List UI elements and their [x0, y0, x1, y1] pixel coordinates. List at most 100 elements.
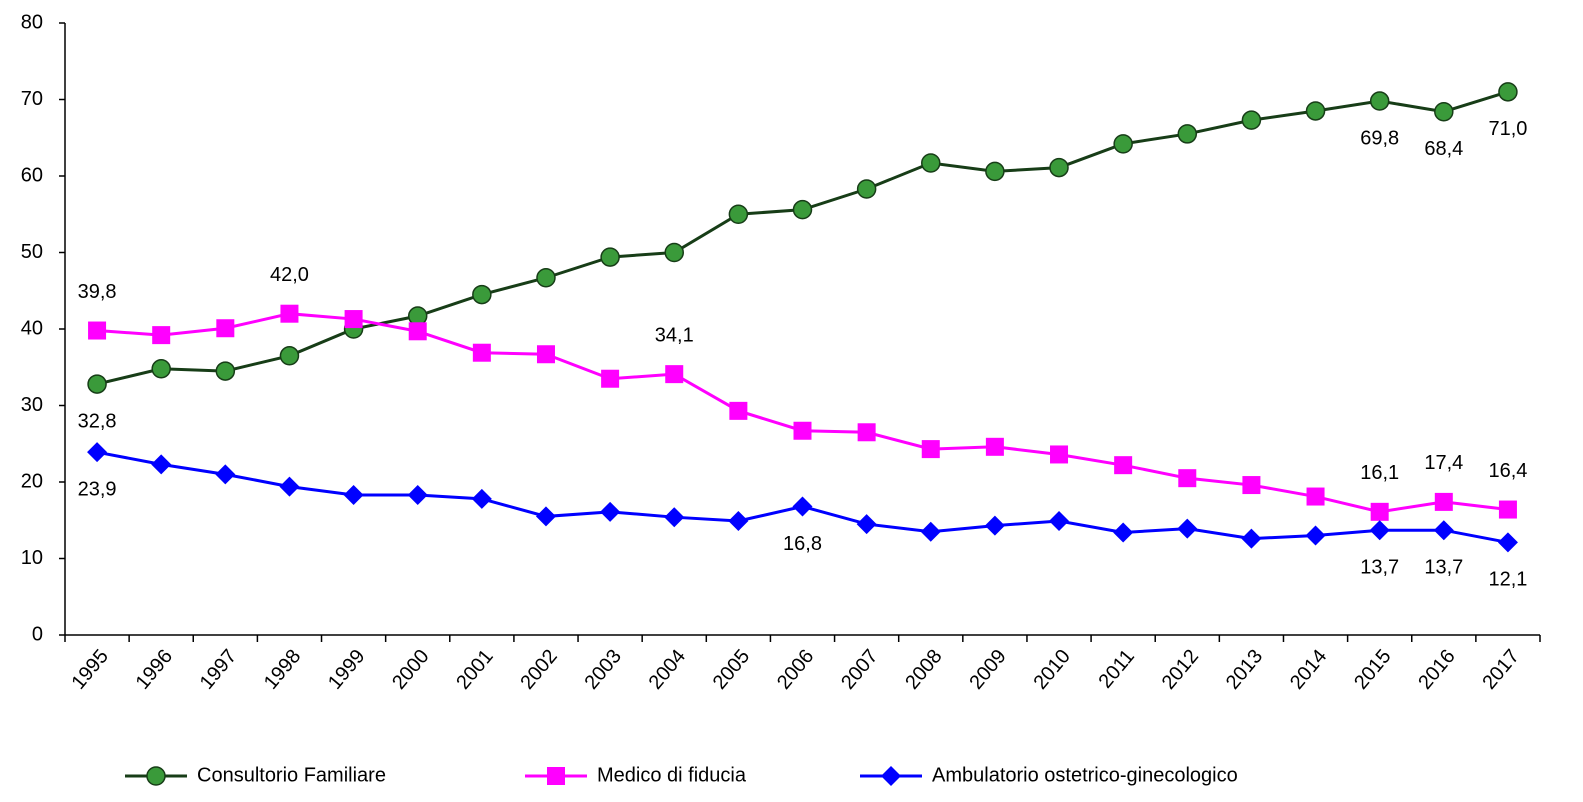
- x-tick-label: 2016: [1414, 645, 1459, 693]
- marker: [88, 321, 107, 340]
- marker: [1369, 91, 1390, 111]
- marker: [279, 476, 300, 497]
- marker: [279, 346, 300, 366]
- marker: [280, 304, 299, 323]
- marker: [1113, 522, 1134, 543]
- marker: [1433, 520, 1454, 541]
- x-tick-label: 2015: [1350, 645, 1395, 693]
- marker: [728, 204, 749, 224]
- y-tick-label: 30: [21, 394, 43, 416]
- legend-label: Ambulatorio ostetrico-ginecologico: [932, 764, 1238, 786]
- y-tick-label: 50: [21, 241, 43, 263]
- marker: [536, 345, 555, 364]
- marker: [1241, 528, 1262, 549]
- marker: [920, 521, 941, 542]
- marker: [146, 766, 166, 786]
- marker: [792, 496, 813, 517]
- x-tick-label: 2005: [709, 645, 754, 693]
- y-tick-label: 20: [21, 470, 43, 492]
- marker: [1498, 500, 1517, 519]
- marker: [472, 284, 492, 305]
- x-tick-label: 2011: [1095, 645, 1140, 692]
- y-tick-label: 10: [21, 547, 43, 569]
- marker: [215, 464, 236, 485]
- data-label: 32,8: [78, 410, 117, 432]
- x-tick-label: 2012: [1158, 645, 1203, 693]
- y-tick-label: 40: [21, 317, 43, 339]
- marker: [792, 199, 813, 220]
- data-label: 23,9: [78, 478, 117, 500]
- x-tick-label: 1995: [67, 645, 112, 693]
- x-tick-label: 2001: [452, 645, 497, 693]
- data-label: 68,4: [1424, 138, 1463, 160]
- marker: [407, 306, 428, 326]
- y-tick-label: 70: [21, 88, 43, 110]
- marker: [1113, 134, 1133, 154]
- data-label: 12,1: [1488, 569, 1527, 591]
- data-label: 71,0: [1488, 118, 1527, 140]
- marker: [600, 247, 620, 267]
- marker: [985, 437, 1004, 456]
- marker: [535, 506, 556, 527]
- marker: [1241, 110, 1262, 130]
- x-tick-label: 2017: [1478, 645, 1523, 693]
- x-tick-label: 2007: [837, 645, 882, 693]
- marker: [1306, 487, 1325, 506]
- marker: [1050, 445, 1069, 464]
- marker: [343, 485, 364, 506]
- marker: [1305, 525, 1326, 546]
- x-tick-label: 1996: [132, 645, 177, 693]
- data-label: 34,1: [655, 324, 694, 346]
- marker: [536, 267, 556, 288]
- x-tick-label: 1999: [324, 645, 369, 693]
- marker: [856, 179, 877, 199]
- marker: [216, 319, 235, 338]
- marker: [985, 161, 1005, 182]
- marker: [881, 766, 901, 786]
- x-tick-label: 2002: [516, 645, 561, 693]
- x-tick-label: 2006: [773, 645, 818, 693]
- legend-label: Consultorio Familiare: [197, 764, 386, 786]
- marker: [408, 322, 427, 341]
- marker: [793, 421, 812, 440]
- x-tick-label: 2009: [965, 645, 1010, 693]
- marker: [1369, 520, 1390, 541]
- data-label: 17,4: [1424, 452, 1463, 474]
- series-line: [96, 312, 1509, 514]
- data-label: 69,8: [1360, 127, 1399, 149]
- legend-label: Medico di fiducia: [597, 764, 747, 786]
- marker: [728, 511, 749, 532]
- marker: [87, 442, 108, 463]
- x-tick-label: 2000: [388, 645, 433, 693]
- marker: [472, 343, 491, 362]
- marker: [344, 310, 363, 329]
- data-label: 13,7: [1360, 556, 1399, 578]
- marker: [1177, 124, 1198, 144]
- marker: [664, 242, 684, 263]
- marker: [729, 401, 748, 420]
- data-label: 13,7: [1424, 556, 1463, 578]
- marker: [1178, 469, 1197, 488]
- marker: [547, 767, 565, 785]
- marker: [407, 485, 428, 506]
- marker: [1049, 511, 1070, 532]
- series-line: [96, 90, 1509, 386]
- data-label: 16,4: [1488, 460, 1527, 482]
- marker: [1370, 502, 1389, 521]
- marker: [856, 514, 877, 535]
- marker: [1049, 157, 1069, 178]
- marker: [87, 374, 107, 394]
- marker: [151, 454, 172, 475]
- data-label: 16,8: [783, 533, 822, 555]
- x-tick-label: 2008: [901, 645, 946, 693]
- marker: [1434, 101, 1454, 122]
- x-tick-label: 2013: [1222, 645, 1267, 693]
- marker: [471, 488, 492, 509]
- x-tick-label: 2010: [1029, 645, 1074, 693]
- x-tick-label: 1998: [260, 645, 305, 693]
- marker: [152, 326, 171, 345]
- x-tick-label: 2014: [1286, 645, 1331, 693]
- marker: [664, 507, 685, 528]
- marker: [1434, 492, 1453, 511]
